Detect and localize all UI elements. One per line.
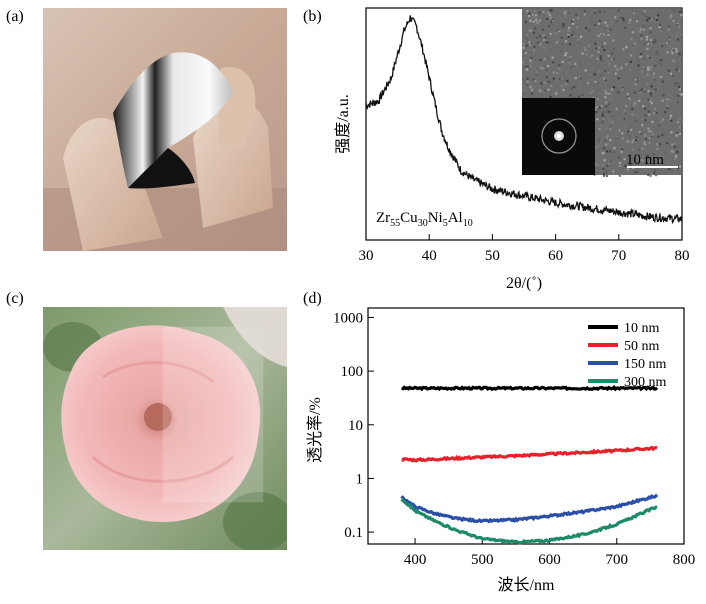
legend: 10 nm 50 nm 150 nm 300 nm [588,321,667,390]
series-line-150-nm [400,493,659,524]
xrd-xtick-label: 70 [611,248,626,264]
xrd-xtick-label: 50 [485,248,500,264]
tem-inset: 10 nm [522,9,684,178]
photo-flexible-foil [43,8,287,251]
trans-xtick-label: 600 [538,552,561,568]
panel-label-d: (d) [303,290,322,307]
xrd-xtick-label: 60 [548,248,563,264]
xrd-plot-frame [365,7,683,241]
legend-label: 300 nm [624,375,667,390]
xrd-xtick-label: 80 [675,248,690,264]
legend-label: 50 nm [624,339,660,354]
xrd-xlabel: 2θ/(˚) [506,275,542,292]
xrd-chart: 30 40 50 60 70 80 10 nm Zr55Cu30Ni5Al10 2θ/(˚… [334,7,690,292]
xrd-ticks: 30 40 50 60 70 80 [359,234,690,264]
trans-xtick-label: 800 [673,552,696,568]
series-line-10-nm [401,385,659,392]
series-line-300-nm [400,498,658,545]
trans-ylabel: 透光率/% [306,397,324,463]
panel-label-b: (b) [303,8,322,25]
trans-ytick-label: 0.1 [344,525,363,541]
xrd-xtick-label: 40 [422,248,437,264]
composition-label: Zr55Cu30Ni5Al10 [376,210,473,229]
legend-label: 10 nm [624,321,660,336]
trans-plot-frame [367,307,685,545]
panel-label-a: (a) [6,8,24,25]
trans-xlabel: 波长/nm [498,576,555,594]
trans-ytick-label: 10 [348,418,363,434]
trans-xtick-label: 700 [606,552,629,568]
panel-label-c: (c) [6,290,24,307]
trans-xtick-label: 500 [471,552,494,568]
xrd-series-line [365,15,683,225]
trans-xtick-label: 400 [404,552,427,568]
legend-label: 150 nm [624,357,667,372]
series-line-50-nm [401,445,658,463]
scale-bar-label: 10 nm [626,152,664,168]
xrd-ylabel: 强度/a.u. [334,94,352,154]
xrd-xtick-label: 30 [359,248,374,264]
trans-ytick-label: 1000 [333,310,363,326]
photo-rose-transparency [43,307,287,550]
trans-ytick-label: 100 [341,364,364,380]
trans-series [400,385,659,545]
trans-ytick-label: 1 [356,471,364,487]
trans-ticks: 400 500 600 700 800 0.1 1 10 100 1000 [333,310,695,568]
